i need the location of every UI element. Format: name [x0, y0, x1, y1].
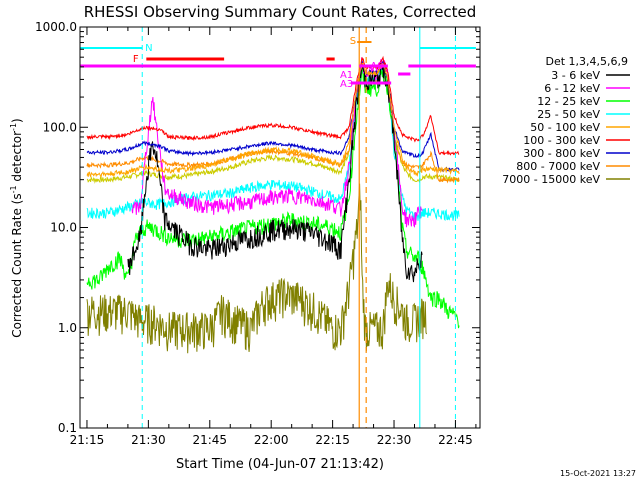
- legend-label-5: 100 - 300 keV: [523, 134, 600, 147]
- x-tick-label-0: 21:15: [70, 433, 105, 447]
- series-line-5: [86, 55, 460, 156]
- x-tick-label-6: 22:45: [438, 433, 473, 447]
- x-tick-label-3: 22:00: [254, 433, 289, 447]
- x-tick-label-1: 21:30: [131, 433, 166, 447]
- legend-label-7: 800 - 7000 keV: [516, 160, 600, 173]
- saa-label: S: [350, 36, 356, 47]
- x-tick-label-4: 22:15: [315, 433, 350, 447]
- attenuator-a3-label: A3: [340, 79, 353, 90]
- y-tick-label-1: 1.0: [58, 321, 77, 335]
- legend-label-0: 3 - 6 keV: [551, 69, 600, 82]
- series-line-7: [86, 67, 460, 184]
- y-tick-label-0: 0.1: [58, 421, 77, 435]
- legend-title: Det 1,3,4,5,6,9: [545, 55, 628, 68]
- y-tick-label-2: 10.0: [50, 221, 77, 235]
- series-line-8: [86, 183, 428, 354]
- x-tick-label-2: 21:45: [192, 433, 227, 447]
- y-axis-label: Corrected Count Rate (s-1 detector-1): [9, 118, 24, 337]
- night-label: N: [145, 43, 152, 54]
- x-axis-label: Start Time (04-Jun-07 21:13:42): [176, 457, 384, 472]
- legend-label-4: 50 - 100 keV: [530, 121, 600, 134]
- x-tick-label-5: 22:30: [377, 433, 412, 447]
- legend-label-6: 300 - 800 keV: [523, 147, 600, 160]
- attenuator-a0-label: A0: [370, 61, 383, 72]
- y-tick-label-3: 100.0: [43, 120, 77, 134]
- y-tick-label-4: 1000.0: [35, 20, 77, 34]
- flare-label: F: [133, 54, 139, 65]
- legend-label-1: 6 - 12 keV: [544, 82, 600, 95]
- legend-label-8: 7000 - 15000 keV: [502, 173, 600, 186]
- timestamp-label: 15-Oct-2021 13:27: [560, 469, 636, 478]
- axes-layer: 21:15 21:30 21:45 22:00 22:15 22:30 22:45 0.1 1.…: [35, 20, 481, 447]
- legend-label-3: 25 - 50 keV: [537, 108, 600, 121]
- chart-title: RHESSI Observing Summary Count Rates, Co…: [84, 3, 477, 21]
- series-line-4: [86, 62, 460, 178]
- series-line-6: [86, 60, 460, 173]
- series-line-0: [127, 60, 423, 283]
- series-line-yellow: [86, 67, 460, 184]
- attenuator-a1-label: A1: [340, 70, 353, 81]
- series-layer: [86, 55, 460, 354]
- legend-label-2: 12 - 25 keV: [537, 95, 600, 108]
